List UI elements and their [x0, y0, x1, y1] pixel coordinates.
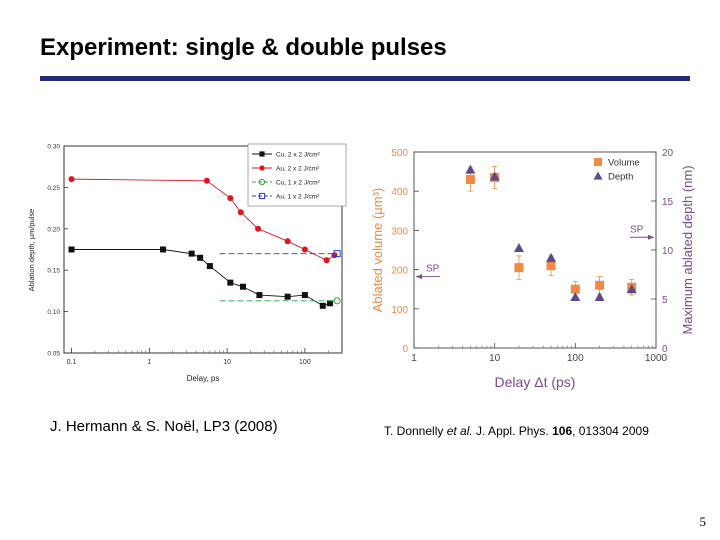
left-series-1-point: [284, 238, 291, 245]
volume-point: [514, 263, 524, 273]
depth-point: [594, 292, 605, 302]
right-legend-volume-label: Volume: [608, 158, 640, 169]
left-y-tick-label: 0.25: [47, 185, 60, 192]
title-underline: [40, 76, 690, 81]
left-series-1-point: [255, 225, 262, 232]
depth-point: [513, 243, 524, 253]
left-series-0-point: [301, 292, 308, 299]
right-right-tick-label: 5: [662, 295, 668, 306]
left-y-tick-label: 0.05: [47, 351, 60, 358]
chart-right: 0 100 200 300 400 500 0 5 10 15 20 1 10 100 1000 Vol…: [370, 148, 695, 390]
caption-right-etal: et al.: [446, 424, 473, 438]
left-series-1-point: [227, 195, 234, 202]
caption-right-journal: J. Appl. Phys.: [472, 424, 553, 438]
left-legend-label: Au, 2 x 2 J/cm²: [276, 166, 320, 173]
left-series-0-point: [160, 246, 167, 253]
left-x-tick-label: 0.1: [67, 359, 77, 366]
left-series-1-point: [301, 246, 308, 253]
right-legend-depth-marker: [593, 171, 603, 180]
chart-left: 0.05 0.10 0.15 0.20 0.25 0.30 0.1 1 10 100 Cu, 2…: [27, 144, 347, 383]
right-x-axis-label: Delay Δt (ps): [495, 374, 576, 390]
caption-right: T. Donnelly et al. J. Appl. Phys. 106, 0…: [384, 424, 649, 438]
left-legend-marker: [258, 192, 266, 200]
left-legend-marker: [259, 151, 265, 157]
left-series-0-point: [256, 292, 263, 299]
left-series-1-point: [68, 176, 75, 183]
caption-right-volume: 106: [552, 424, 573, 438]
right-left-tick-label: 100: [391, 305, 408, 316]
right-right-tick-label: 15: [662, 197, 674, 208]
caption-left: J. Hermann & S. Noël, LP3 (2008): [50, 418, 278, 435]
right-x-tick-label: 100: [567, 353, 584, 364]
left-series-1-point: [237, 209, 244, 216]
left-x-tick-label: 1: [147, 359, 151, 366]
right-right-tick-label: 20: [662, 148, 674, 159]
left-series-0-point: [206, 263, 213, 270]
right-x-tick-label: 10: [489, 353, 501, 364]
left-series-0-point: [326, 300, 333, 307]
left-series-2-point: [333, 297, 341, 305]
right-legend-volume-marker: [594, 158, 602, 166]
left-series-0-point: [68, 246, 75, 253]
left-y-axis-label: Ablation depth, µm/pulse: [27, 209, 36, 292]
depth-point: [489, 171, 500, 181]
left-x-tick-label: 100: [299, 359, 311, 366]
left-series-1-point: [203, 177, 210, 184]
left-series-0-point: [319, 302, 326, 309]
left-x-axis-label: Delay, ps: [187, 374, 220, 383]
left-plot-frame: [63, 145, 343, 354]
page-number: 5: [699, 514, 707, 529]
right-y-axis-label-left: Ablated volume (µm³): [370, 188, 385, 313]
left-legend-marker: [259, 165, 265, 171]
right-x-tick-label: 1: [411, 353, 417, 364]
sp-right-arrow-head: [648, 234, 654, 240]
volume-point: [546, 261, 556, 271]
depth-point: [626, 284, 637, 294]
depth-point: [465, 164, 476, 174]
right-right-tick-label: 0: [662, 344, 668, 355]
volume-point: [570, 284, 580, 294]
depth-point: [570, 292, 581, 302]
left-series-0-point: [284, 293, 291, 300]
depth-point: [546, 252, 557, 262]
caption-right-rest: , 013304 2009: [572, 424, 649, 438]
volume-point: [465, 174, 475, 184]
right-left-tick-label: 200: [391, 266, 408, 277]
left-series-0-point: [239, 283, 246, 290]
right-left-tick-label: 300: [391, 226, 408, 237]
right-right-tick-label: 10: [662, 246, 674, 257]
left-legend-label: Cu, 2 x 2 J/cm²: [276, 152, 321, 159]
right-left-tick-label: 500: [391, 148, 408, 159]
sp-right-label: SP: [630, 224, 644, 235]
left-y-tick-label: 0.10: [47, 309, 60, 316]
left-legend-label: Cu, 1 x 2 J/cm²: [276, 180, 321, 187]
right-left-tick-label: 0: [402, 344, 408, 355]
sp-left-label: SP: [426, 264, 440, 275]
left-y-tick-label: 0.30: [47, 144, 60, 151]
left-series-1-point: [323, 257, 330, 264]
right-left-tick-label: 400: [391, 187, 408, 198]
left-series-0-point: [188, 250, 195, 257]
left-y-tick-label: 0.20: [47, 226, 60, 233]
left-x-tick-label: 10: [223, 359, 231, 366]
sp-left-arrow-head: [416, 274, 422, 280]
right-x-tick-label: 1000: [645, 353, 668, 364]
left-legend-label: Au, 1 x 2 J/cm²: [276, 194, 320, 201]
left-series-0-point: [197, 254, 204, 261]
right-legend-depth-label: Depth: [608, 172, 633, 183]
volume-point: [595, 280, 605, 290]
caption-right-prefix: T. Donnelly: [384, 424, 447, 438]
left-legend-marker: [258, 178, 266, 186]
left-y-tick-label: 0.15: [47, 268, 60, 275]
left-series-3-point: [333, 250, 341, 258]
left-series-0-point: [227, 279, 234, 286]
slide-title: Experiment: single & double pulses: [40, 34, 447, 61]
right-y-axis-label-right: Maximum ablated depth (nm): [680, 165, 695, 334]
